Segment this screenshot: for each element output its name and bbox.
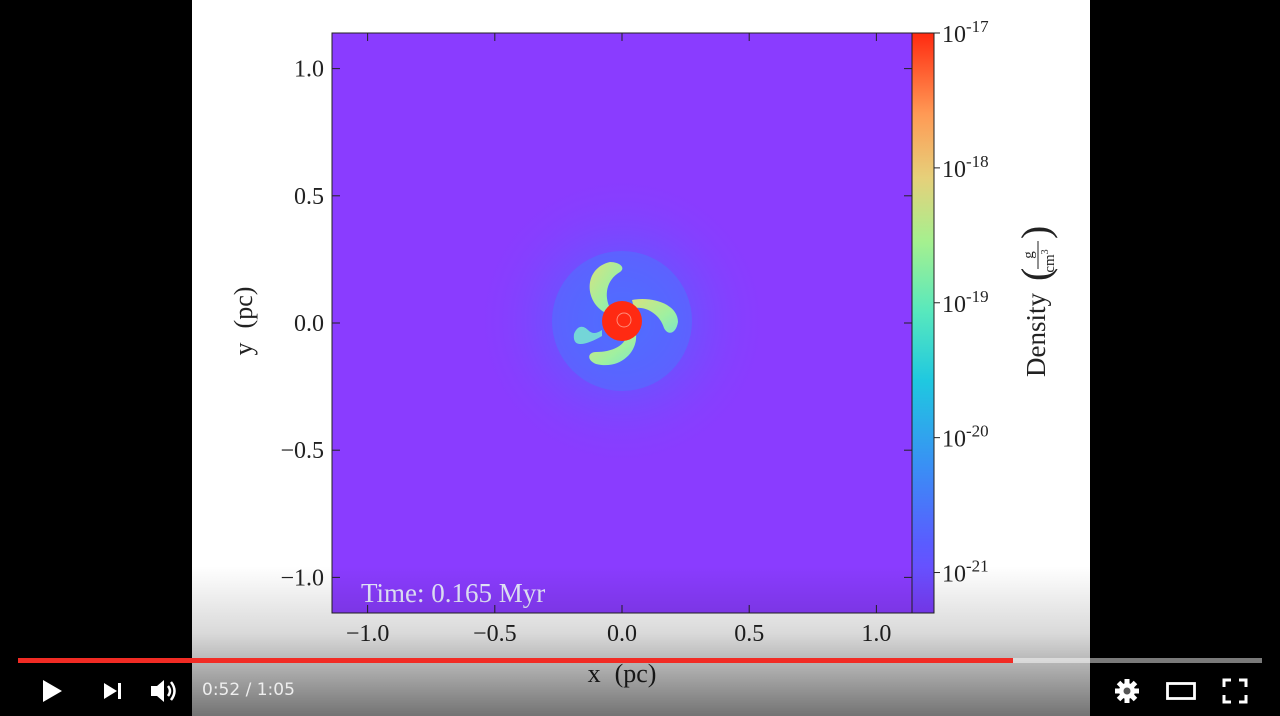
- theater-mode-icon: [1166, 682, 1196, 700]
- y-tick-label: 0.0: [294, 311, 324, 337]
- colorbar-tick-label: 10-19: [942, 287, 989, 318]
- y-tick-label: 0.5: [294, 184, 324, 210]
- volume-button[interactable]: [142, 666, 188, 716]
- settings-icon: [1115, 679, 1139, 703]
- duration: 1:05: [256, 680, 295, 700]
- y-tick-label: −0.5: [280, 438, 324, 464]
- time-display: 0:52 / 1:05: [202, 666, 295, 716]
- x-tick-label: −1.0: [346, 621, 390, 647]
- next-button[interactable]: [90, 666, 136, 716]
- spiral-arm: [589, 332, 637, 366]
- density-core-ring: [616, 312, 632, 328]
- density-plot: −1.0 −0.5 0.0 0.5 1.0 1.0 0.5 0.0 −0.5 −1.0 10-1…: [229, 17, 1058, 688]
- spiral-structure: [573, 262, 678, 366]
- spiral-arm: [573, 326, 602, 345]
- play-icon: [43, 680, 62, 702]
- colorbar-tick-label: 10-17: [942, 17, 989, 48]
- settings-button[interactable]: [1104, 666, 1150, 716]
- volume-icon: [151, 680, 176, 702]
- y-axis-label: y(pc): [229, 287, 258, 356]
- x-tick-label: −0.5: [473, 621, 517, 647]
- time-separator: /: [240, 680, 257, 700]
- colorbar-unit-denominator: cm3: [1040, 249, 1058, 272]
- progress-played: [18, 658, 1014, 663]
- colorbar-unit-paren-right: ): [1013, 226, 1058, 239]
- colorbar-tick-label: 10-20: [942, 422, 989, 453]
- fullscreen-icon: [1222, 678, 1248, 704]
- video-frame[interactable]: −1.0 −0.5 0.0 0.5 1.0 1.0 0.5 0.0 −0.5 −1.0 10-1…: [192, 0, 1090, 716]
- colorbar-ticks: 10-17 10-18 10-19 10-20 10-21: [934, 17, 989, 588]
- density-core: [602, 301, 642, 341]
- colorbar-unit-numerator: g: [1021, 251, 1037, 259]
- play-button[interactable]: [28, 666, 76, 716]
- spiral-arm: [632, 298, 678, 333]
- colorbar-tick-label: 10-18: [942, 152, 989, 183]
- x-tick-label: 1.0: [861, 621, 891, 647]
- spiral-arm: [589, 262, 623, 312]
- colorbar-label-text: Density: [1021, 293, 1051, 377]
- x-tick-label: 0.5: [734, 621, 764, 647]
- colorbar-unit-paren-left: (: [1013, 268, 1058, 281]
- y-tick-label: 1.0: [294, 57, 324, 83]
- x-tick-label: 0.0: [607, 621, 637, 647]
- colorbar: [911, 32, 935, 614]
- next-icon: [104, 683, 121, 699]
- time-label: Time: 0.165 Myr: [361, 578, 545, 608]
- current-time: 0:52: [202, 680, 241, 700]
- theater-mode-button[interactable]: [1158, 666, 1204, 716]
- control-bar: 0:52 / 1:05: [0, 666, 1280, 716]
- fullscreen-button[interactable]: [1212, 666, 1258, 716]
- y-tick-label: −1.0: [280, 565, 324, 591]
- colorbar-label: Density ( g cm3 ): [1013, 226, 1058, 377]
- colorbar-tick-label: 10-21: [942, 557, 989, 588]
- progress-bar[interactable]: [18, 658, 1262, 663]
